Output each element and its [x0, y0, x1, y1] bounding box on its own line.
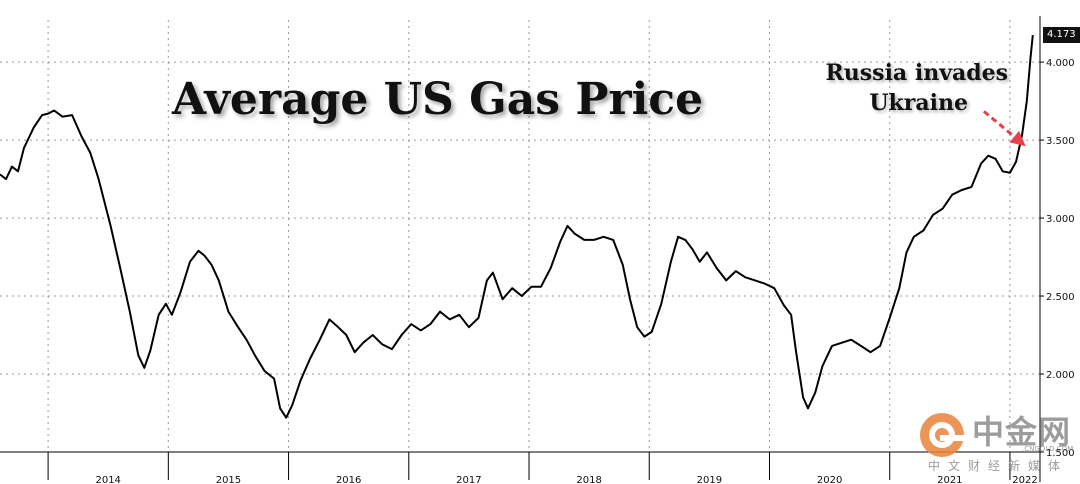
annotation-arrow [983, 110, 1026, 147]
series-line [0, 35, 1034, 419]
x-tick-label: 2015 [216, 475, 241, 484]
x-tick-label: 2017 [456, 475, 481, 484]
x-tick-label: 2018 [576, 475, 601, 484]
x-tick-label: 2016 [336, 475, 361, 484]
event-annotation: Russia invades Ukraine [826, 58, 1008, 118]
last-value-badge: 4.173 [1043, 27, 1080, 44]
watermark-logo-icon [920, 413, 966, 457]
chart-title: Average US Gas Price [172, 74, 704, 125]
watermark-brand: 中金网 [972, 413, 1072, 451]
x-tick-label: 2019 [697, 475, 722, 484]
y-tick-label: 4.000 [1046, 58, 1075, 69]
y-tick-label: 3.000 [1046, 214, 1075, 225]
annotation-arrow [983, 110, 1026, 147]
series [0, 35, 1034, 419]
x-tick-label: 2014 [95, 475, 120, 484]
x-tick-label: 2022 [1012, 475, 1037, 484]
y-tick-label: 3.500 [1046, 136, 1075, 147]
axes [0, 16, 1044, 482]
annotation-line-2: Ukraine [869, 90, 968, 116]
y-tick-label: 2.000 [1046, 370, 1075, 381]
x-tick-label: 2021 [937, 475, 962, 484]
watermark-subtitle: 中文财经新媒体 [928, 459, 1069, 473]
annotation-line-1: Russia invades [825, 60, 1008, 86]
tick-labels: 1.500 2.000 2.500 3.000 3.500 4.000 2014 2015 20… [95, 58, 1074, 484]
y-tick-label: 1.500 [1046, 448, 1075, 459]
watermark: 中金网 .CNGOLD.COM 中文财经新媒体 [918, 405, 1078, 481]
y-tick-label: 2.500 [1046, 292, 1075, 303]
watermark-domain: .CNGOLD.COM [1022, 445, 1074, 453]
x-tick-label: 2020 [817, 475, 842, 484]
grid [0, 20, 1040, 453]
